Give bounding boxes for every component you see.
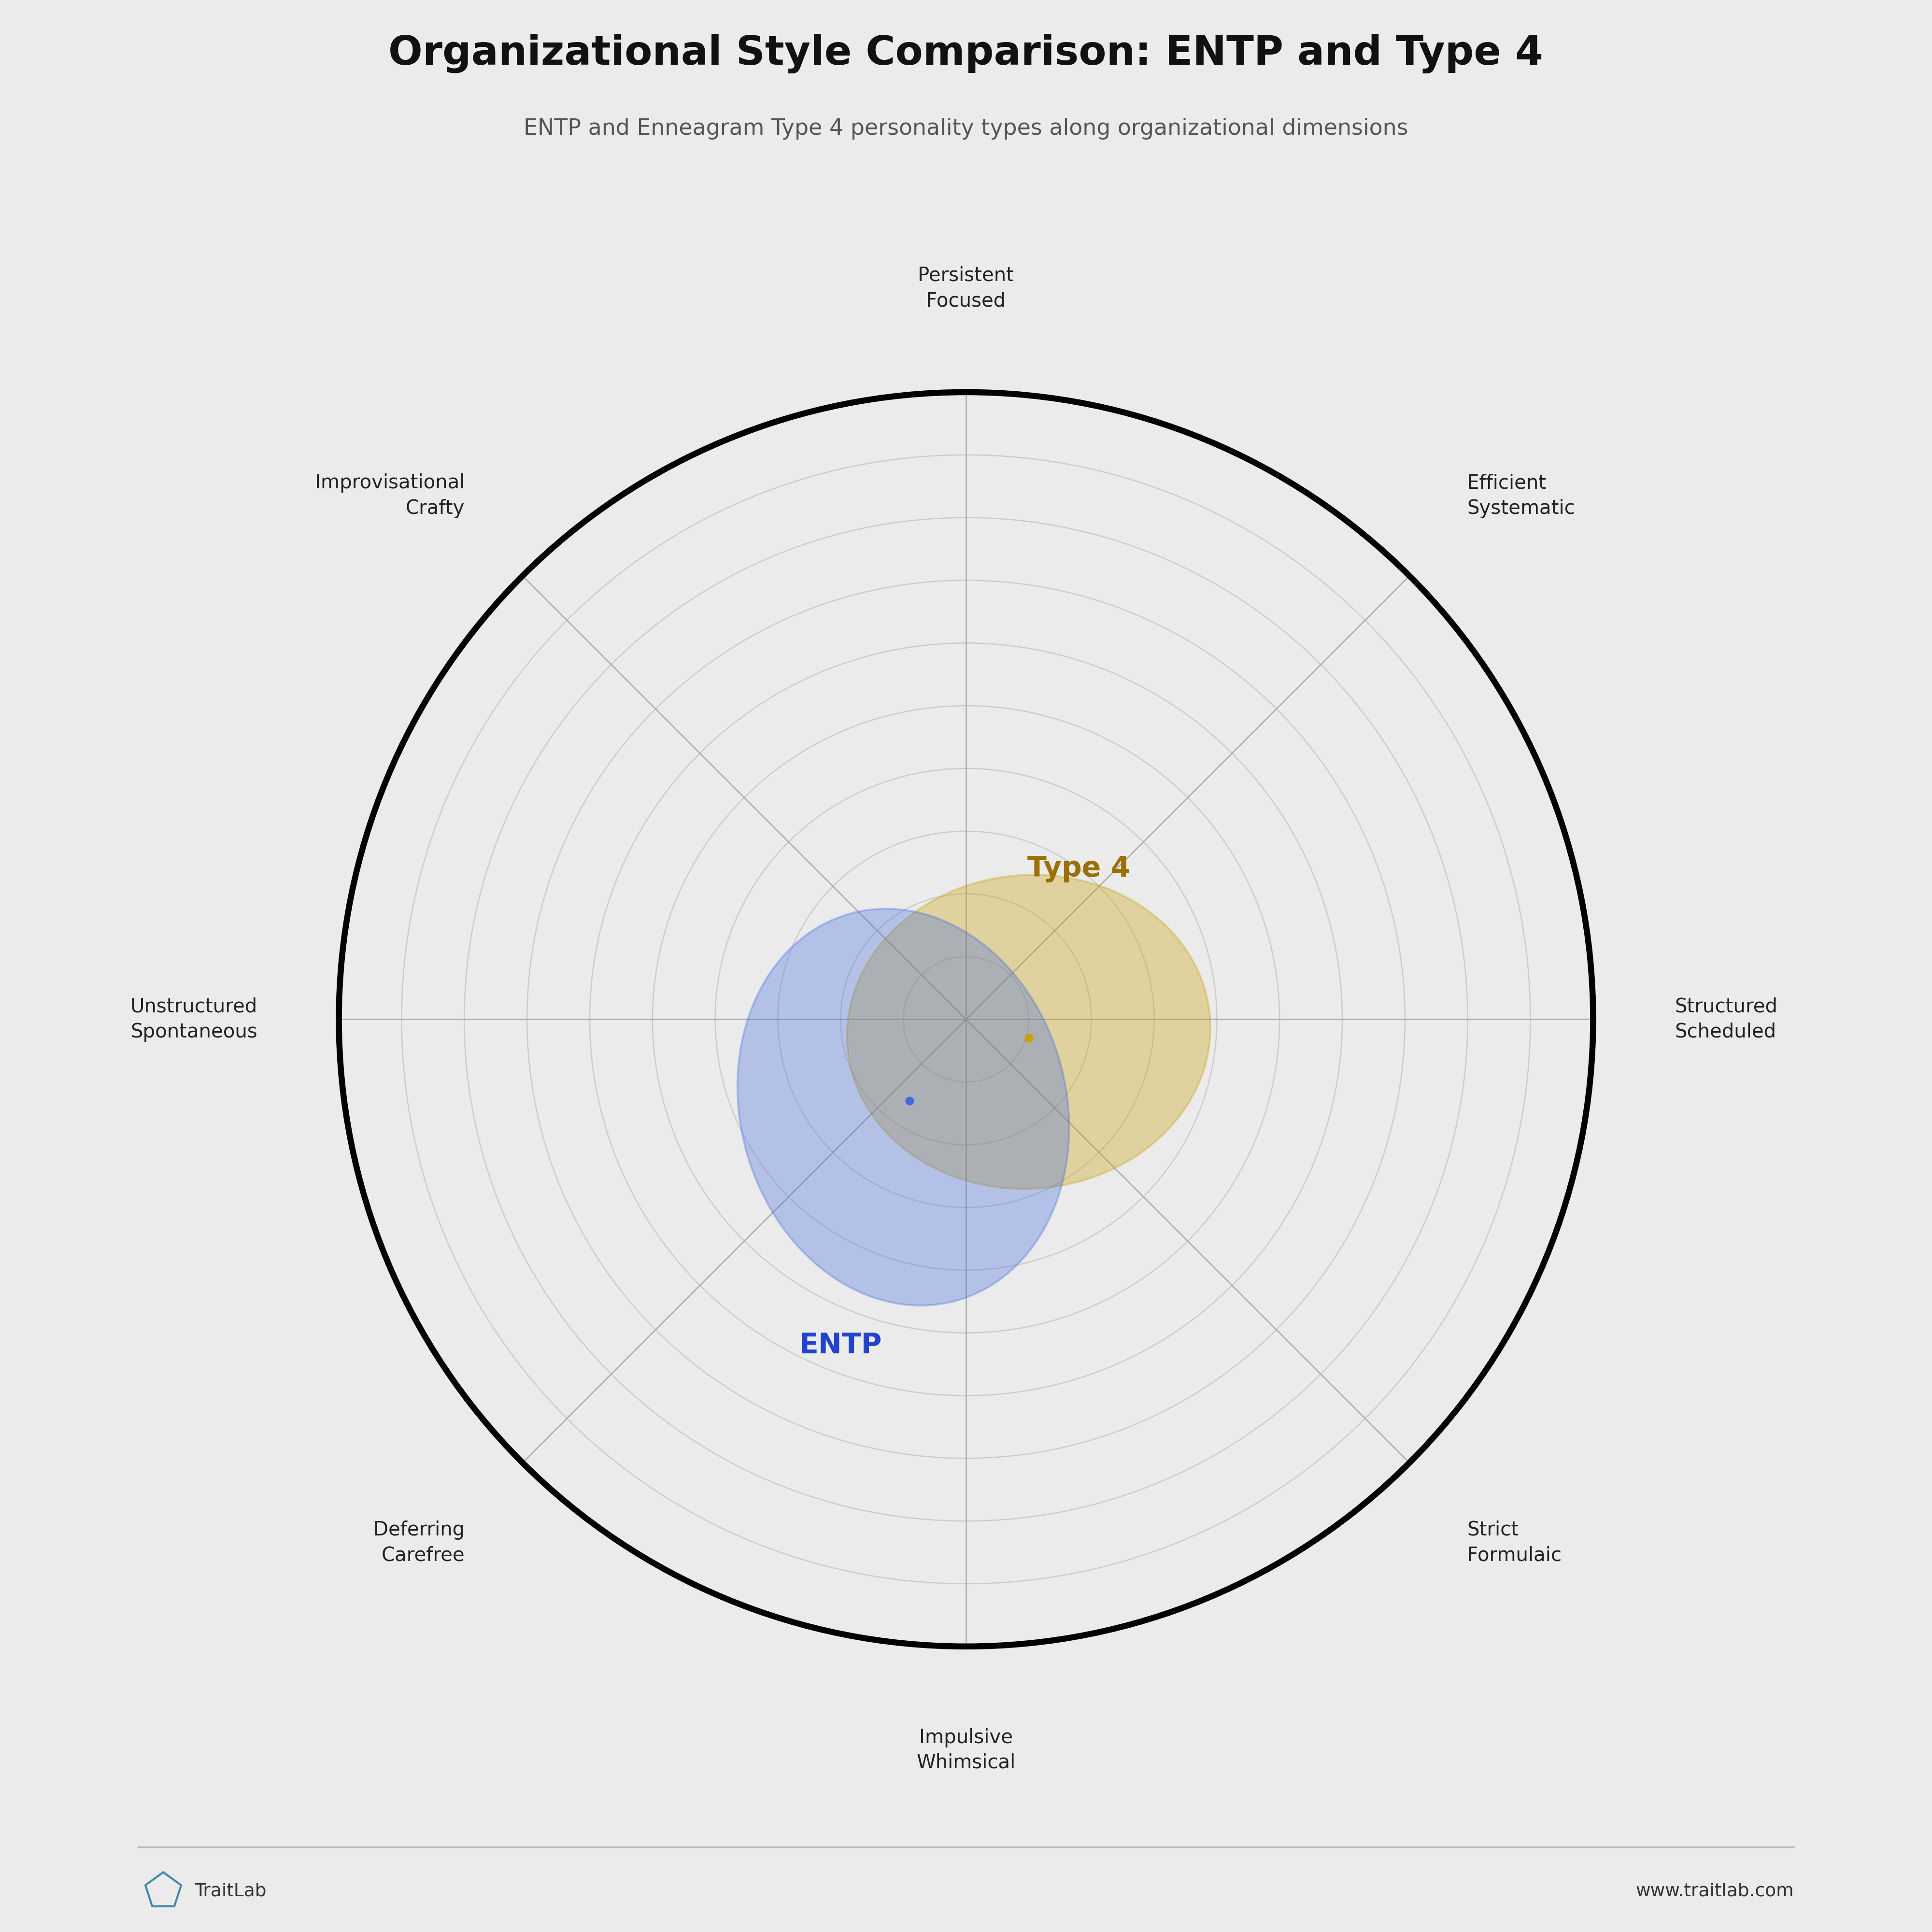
Text: ENTP: ENTP: [800, 1331, 883, 1360]
Text: ENTP and Enneagram Type 4 personality types along organizational dimensions: ENTP and Enneagram Type 4 personality ty…: [524, 118, 1408, 139]
Ellipse shape: [738, 908, 1068, 1306]
Text: Organizational Style Comparison: ENTP and Type 4: Organizational Style Comparison: ENTP an…: [388, 33, 1544, 73]
Text: Persistent
Focused: Persistent Focused: [918, 267, 1014, 311]
Text: Type 4: Type 4: [1028, 856, 1130, 883]
Ellipse shape: [846, 875, 1211, 1188]
Text: TraitLab: TraitLab: [195, 1882, 267, 1899]
Text: www.traitlab.com: www.traitlab.com: [1636, 1882, 1793, 1899]
Text: Improvisational
Crafty: Improvisational Crafty: [315, 473, 466, 518]
Text: Deferring
Carefree: Deferring Carefree: [373, 1520, 466, 1565]
Text: Strict
Formulaic: Strict Formulaic: [1466, 1520, 1561, 1565]
Text: Structured
Scheduled: Structured Scheduled: [1675, 997, 1777, 1041]
Text: Impulsive
Whimsical: Impulsive Whimsical: [916, 1727, 1016, 1772]
Text: Efficient
Systematic: Efficient Systematic: [1466, 473, 1575, 518]
Text: Unstructured
Spontaneous: Unstructured Spontaneous: [129, 997, 257, 1041]
